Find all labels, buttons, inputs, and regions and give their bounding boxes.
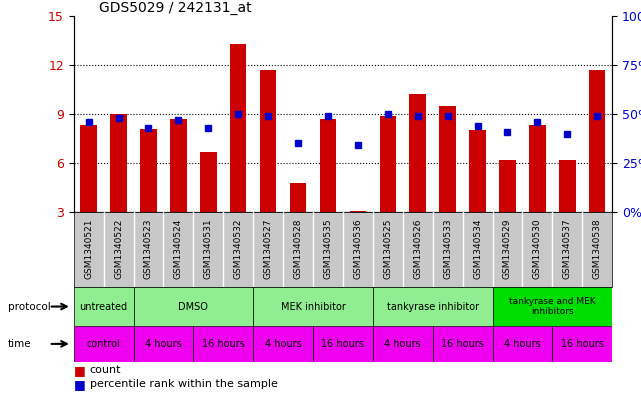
Text: GSM1340523: GSM1340523 [144, 218, 153, 279]
Bar [439, 106, 456, 212]
Text: 4 hours: 4 hours [265, 339, 301, 349]
Bar [499, 160, 515, 212]
Bar [230, 44, 246, 212]
Text: GSM1340538: GSM1340538 [593, 218, 602, 279]
Text: GSM1340524: GSM1340524 [174, 218, 183, 279]
Bar [410, 94, 426, 212]
Bar [379, 116, 396, 212]
Bar [74, 326, 133, 362]
Bar [492, 326, 553, 362]
Bar [194, 326, 253, 362]
Bar [492, 287, 612, 326]
Text: 16 hours: 16 hours [441, 339, 484, 349]
Bar [133, 287, 253, 326]
Text: GSM1340527: GSM1340527 [263, 218, 272, 279]
Text: untreated: untreated [79, 301, 128, 312]
Bar [320, 119, 336, 212]
Bar [253, 287, 373, 326]
Text: GSM1340535: GSM1340535 [324, 218, 333, 279]
Text: 4 hours: 4 hours [385, 339, 421, 349]
Text: GSM1340537: GSM1340537 [563, 218, 572, 279]
Bar [290, 183, 306, 212]
Bar [589, 70, 605, 212]
Text: GDS5029 / 242131_at: GDS5029 / 242131_at [99, 1, 252, 15]
Bar [110, 114, 127, 212]
Text: 16 hours: 16 hours [561, 339, 604, 349]
Bar [553, 326, 612, 362]
Text: GSM1340529: GSM1340529 [503, 218, 512, 279]
Text: DMSO: DMSO [178, 301, 208, 312]
Bar [313, 326, 373, 362]
Text: tankyrase and MEK
inhibitors: tankyrase and MEK inhibitors [509, 297, 595, 316]
Bar [433, 326, 492, 362]
Bar [350, 211, 366, 212]
Text: GSM1340521: GSM1340521 [84, 218, 93, 279]
Text: GSM1340533: GSM1340533 [443, 218, 452, 279]
Text: ■: ■ [74, 378, 85, 391]
Text: GSM1340534: GSM1340534 [473, 218, 482, 279]
Bar [529, 125, 545, 212]
Text: tankyrase inhibitor: tankyrase inhibitor [387, 301, 479, 312]
Text: time: time [8, 339, 31, 349]
Text: GSM1340536: GSM1340536 [353, 218, 362, 279]
Bar [253, 326, 313, 362]
Text: protocol: protocol [8, 301, 51, 312]
Text: GSM1340530: GSM1340530 [533, 218, 542, 279]
Text: GSM1340526: GSM1340526 [413, 218, 422, 279]
Text: GSM1340525: GSM1340525 [383, 218, 392, 279]
Text: GSM1340531: GSM1340531 [204, 218, 213, 279]
Text: MEK inhibitor: MEK inhibitor [281, 301, 345, 312]
Bar [81, 125, 97, 212]
Bar [469, 130, 486, 212]
Text: 16 hours: 16 hours [202, 339, 245, 349]
Text: GSM1340522: GSM1340522 [114, 218, 123, 279]
Text: 16 hours: 16 hours [322, 339, 364, 349]
Bar [171, 119, 187, 212]
Text: 4 hours: 4 hours [145, 339, 182, 349]
Text: 4 hours: 4 hours [504, 339, 541, 349]
Bar [200, 152, 217, 212]
Bar [133, 326, 194, 362]
Text: GSM1340528: GSM1340528 [294, 218, 303, 279]
Bar [140, 129, 156, 212]
Bar [74, 287, 133, 326]
Bar [559, 160, 576, 212]
Bar [260, 70, 276, 212]
Text: percentile rank within the sample: percentile rank within the sample [90, 379, 278, 389]
Text: count: count [90, 365, 121, 375]
Text: ■: ■ [74, 364, 85, 377]
Text: control: control [87, 339, 121, 349]
Text: GSM1340532: GSM1340532 [234, 218, 243, 279]
Bar [373, 287, 492, 326]
Bar [373, 326, 433, 362]
